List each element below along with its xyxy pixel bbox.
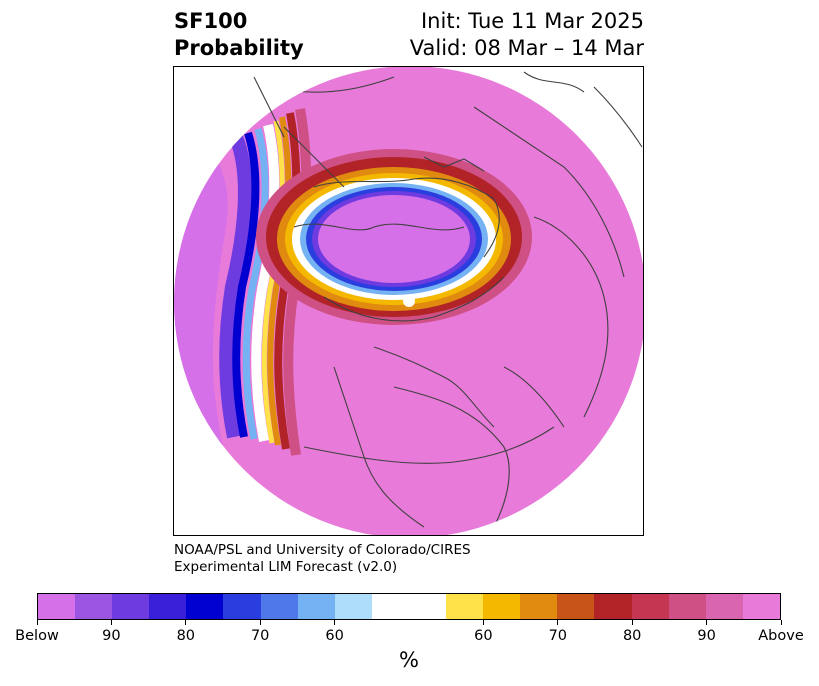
colorbar-segment	[668, 594, 706, 619]
colorbar-segment	[705, 594, 743, 619]
colorbar-segment	[520, 594, 558, 619]
colorbar-tick-mark	[631, 620, 633, 625]
colorbar-tick-label: Above	[758, 628, 804, 644]
colorbar-segment	[631, 594, 669, 619]
colorbar-tick-label: 70	[250, 628, 270, 644]
credit-line-2: Experimental LIM Forecast (v2.0)	[174, 559, 398, 575]
colorbar-segment	[446, 594, 484, 619]
colorbar-segment	[75, 594, 113, 619]
colorbar-segment	[186, 594, 224, 619]
probability-map	[174, 67, 643, 535]
colorbar-tick-label: 90	[102, 628, 121, 644]
western-gradient-orange	[267, 116, 292, 446]
colorbar-segment	[594, 594, 632, 619]
coastlines	[273, 76, 625, 528]
colorbar-tick-mark	[334, 620, 336, 625]
product-title: Probability	[174, 36, 304, 60]
colorbar-tick-label: 70	[548, 628, 568, 644]
colorbar-segment	[408, 594, 447, 619]
colorbar-tick-mark	[185, 620, 187, 625]
colorbar-tick-label: 60	[325, 628, 344, 644]
colorbar-segment	[38, 594, 76, 619]
colorbar-units: %	[399, 648, 419, 672]
colorbar-tick-label: 60	[474, 628, 493, 644]
colorbar-segment	[149, 594, 187, 619]
pole-marker	[403, 295, 415, 307]
outer-coastlines	[253, 71, 643, 148]
western-gradient-white	[251, 123, 280, 442]
date-block: Init: Tue 11 Mar 2025 Valid: 08 Mar – 14…	[410, 8, 644, 62]
variable-title: SF100	[174, 9, 248, 33]
colorbar-segment	[557, 594, 595, 619]
credit-block: NOAA/PSL and University of Colorado/CIRE…	[174, 542, 471, 576]
western-gradient-deepblue	[232, 131, 260, 438]
init-date: Init: Tue 11 Mar 2025	[420, 9, 644, 33]
colorbar-segment	[223, 594, 261, 619]
colorbar-tick-label: 90	[697, 628, 716, 644]
colorbar-tick-mark	[706, 620, 708, 625]
colorbar-segment	[483, 594, 521, 619]
credit-line-1: NOAA/PSL and University of Colorado/CIRE…	[174, 542, 471, 558]
colorbar-tick-mark	[36, 620, 38, 625]
colorbar-segment	[297, 594, 335, 619]
map-frame	[173, 66, 644, 536]
colorbar-tick-mark	[110, 620, 112, 625]
colorbar-tick-mark	[482, 620, 484, 625]
colorbar-segment	[334, 594, 372, 619]
colorbar-tick-label: 80	[176, 628, 196, 644]
colorbar-segment	[112, 594, 150, 619]
colorbar-segment	[260, 594, 298, 619]
western-gradient-yellow	[261, 120, 285, 444]
title-block: SF100 Probability	[174, 8, 304, 62]
colorbar-tick-mark	[780, 620, 782, 625]
colorbar	[37, 593, 781, 620]
western-gradient-lightblue	[242, 128, 269, 440]
colorbar-tick-mark	[259, 620, 261, 625]
colorbar-segment	[742, 594, 780, 619]
ring-below-core	[318, 195, 470, 283]
valid-range: Valid: 08 Mar – 14 Mar	[409, 36, 644, 60]
colorbar-tick-label: Below	[15, 628, 59, 644]
western-gradient-blue	[219, 134, 252, 439]
colorbar-tick-label: 80	[622, 628, 642, 644]
colorbar-segment	[371, 594, 409, 619]
colorbar-tick-mark	[557, 620, 559, 625]
